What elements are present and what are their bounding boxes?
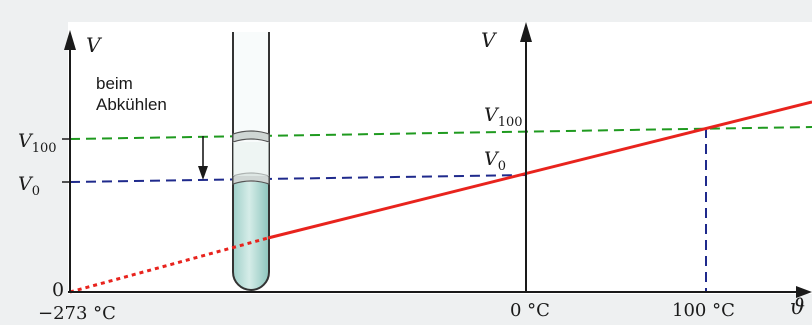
- absolute-zero-label: −273 °C: [38, 303, 116, 320]
- right-v0-label: V0: [484, 148, 506, 174]
- right-axis-v-label: V: [481, 28, 498, 52]
- right-v100-label: V100: [484, 104, 523, 130]
- v0-guide-line: [69, 174, 527, 183]
- left-v-axis-arrow: [64, 30, 76, 50]
- right-v-axis-arrow: [520, 22, 532, 42]
- left-v0-label: V0: [18, 173, 40, 199]
- cooling-arrow-head: [198, 166, 208, 180]
- tube-liquid: [233, 182, 269, 290]
- left-axis-v-label: V: [86, 33, 103, 57]
- caption-line-1: beim: [96, 74, 133, 93]
- left-v100-label: V100: [18, 130, 57, 156]
- extrapolation-dotted-line: [69, 236, 269, 294]
- temperature-symbol: ϑ: [790, 295, 805, 319]
- v100-guide-line: [69, 126, 812, 140]
- plot-area: [68, 22, 812, 294]
- volume-temperature-line: [267, 100, 812, 240]
- temperature-axis-arrow: [796, 286, 812, 298]
- origin-zero-label: 0: [52, 279, 64, 301]
- caption-line-2: Abkühlen: [96, 95, 167, 114]
- tick-label-0c: 0 °C: [510, 300, 550, 320]
- tick-label-100c: 100 °C: [672, 300, 735, 320]
- test-tube: [232, 32, 270, 291]
